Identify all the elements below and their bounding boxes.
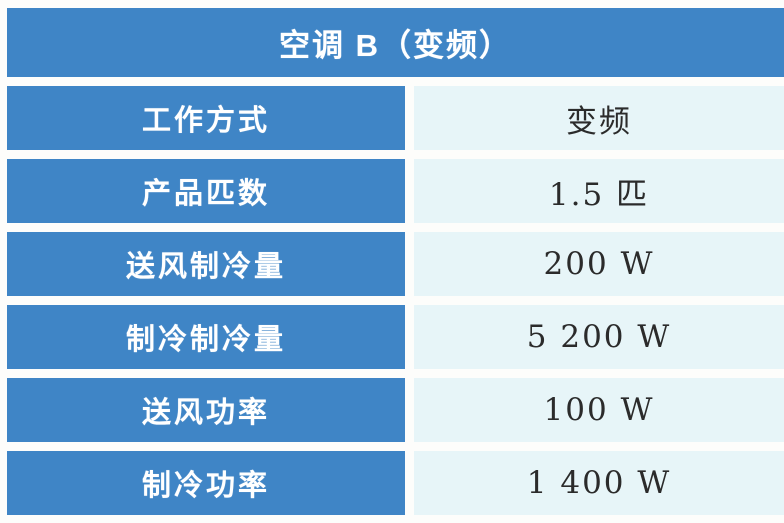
row-label-cell: 送风功率 bbox=[7, 378, 405, 442]
row-label-cell: 制冷功率 bbox=[7, 451, 405, 515]
row-value: 5 200 W bbox=[526, 319, 672, 355]
row-value: 1.5 匹 bbox=[548, 176, 650, 213]
table-title: 空调 B（变频） bbox=[279, 28, 512, 63]
row-label-cell: 制冷制冷量 bbox=[7, 305, 405, 369]
ac-spec-table: 空调 B（变频） 工作方式 变频 产品匹数 1.5 匹 送风制冷量 200 W … bbox=[7, 8, 784, 515]
row-value-cell: 变频 bbox=[414, 86, 784, 150]
row-label-cell: 送风制冷量 bbox=[7, 232, 405, 296]
row-label: 送风制冷量 bbox=[125, 251, 286, 283]
row-label: 产品匹数 bbox=[141, 178, 270, 210]
row-value: 1 400 W bbox=[526, 465, 672, 501]
table-row: 送风功率 100 W bbox=[7, 378, 784, 442]
row-label: 制冷制冷量 bbox=[125, 324, 286, 356]
row-value-cell: 200 W bbox=[414, 232, 784, 296]
row-value-cell: 100 W bbox=[414, 378, 784, 442]
table-row: 产品匹数 1.5 匹 bbox=[7, 159, 784, 223]
row-value: 200 W bbox=[543, 246, 655, 282]
row-label-cell: 产品匹数 bbox=[7, 159, 405, 223]
table-row: 工作方式 变频 bbox=[7, 86, 784, 150]
row-value-cell: 5 200 W bbox=[414, 305, 784, 369]
row-value-cell: 1.5 匹 bbox=[414, 159, 784, 223]
row-label-cell: 工作方式 bbox=[7, 86, 405, 150]
table-row: 送风制冷量 200 W bbox=[7, 232, 784, 296]
row-label: 工作方式 bbox=[141, 105, 270, 137]
table-row: 制冷功率 1 400 W bbox=[7, 451, 784, 515]
row-value: 100 W bbox=[543, 392, 655, 428]
row-value-cell: 1 400 W bbox=[414, 451, 784, 515]
row-label: 送风功率 bbox=[141, 397, 270, 429]
row-value: 变频 bbox=[566, 103, 632, 140]
table-row: 制冷制冷量 5 200 W bbox=[7, 305, 784, 369]
table-header-row: 空调 B（变频） bbox=[7, 8, 784, 77]
row-label: 制冷功率 bbox=[141, 470, 270, 502]
